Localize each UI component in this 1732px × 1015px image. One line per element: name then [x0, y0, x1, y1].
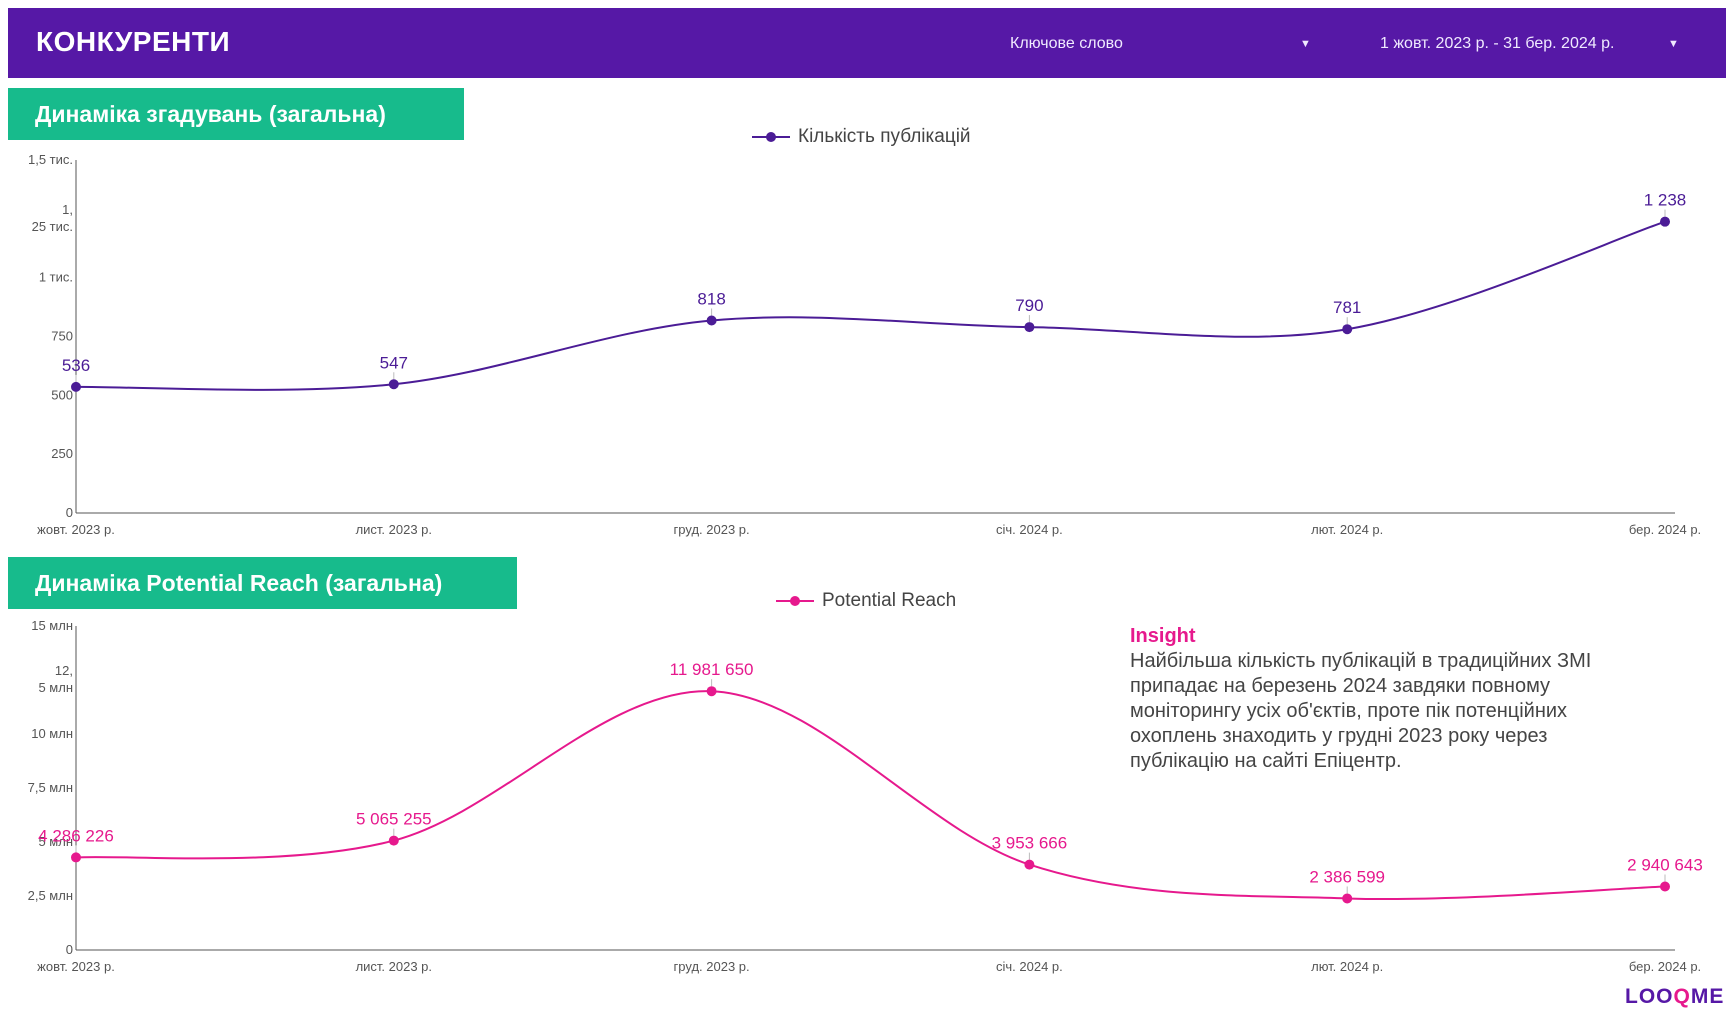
reach-y-tick-label: 5 млн	[38, 834, 73, 849]
legend-label: Кількість публікацій	[798, 126, 971, 147]
mentions-series-line	[75, 220, 1666, 391]
insight-box: Insight Найбільша кількість публікацій в…	[1130, 624, 1650, 774]
mentions-data-label: 1 238	[1644, 191, 1687, 210]
date-range-dropdown[interactable]: 1 жовт. 2023 р. - 31 бер. 2024 р. ▼	[1380, 32, 1680, 56]
reach-y-tick-label: 0	[66, 942, 73, 957]
reach-data-label: 11 981 650	[670, 660, 754, 679]
chevron-down-icon: ▼	[1668, 38, 1679, 50]
mentions-y-tick-label: 250	[51, 446, 73, 461]
mentions-data-point[interactable]	[388, 379, 399, 390]
mentions-x-tick-label: бер. 2024 р.	[1629, 522, 1701, 537]
mentions-x-tick-label: лист. 2023 р.	[356, 522, 432, 537]
date-range-label: 1 жовт. 2023 р. - 31 бер. 2024 р.	[1380, 35, 1615, 52]
keyword-dropdown[interactable]: Ключове слово ▼	[1010, 32, 1311, 56]
reach-data-point[interactable]	[1342, 893, 1353, 904]
mentions-y-tick-label: 0	[66, 505, 73, 520]
chevron-down-icon: ▼	[1300, 38, 1311, 50]
reach-y-tick-label: 12, 5 млн	[38, 663, 73, 695]
mentions-data-label: 547	[380, 353, 408, 372]
mentions-data-point[interactable]	[71, 381, 81, 392]
reach-data-label: 2 940 643	[1627, 855, 1703, 874]
reach-data-label: 5 065 255	[356, 810, 432, 829]
mentions-y-tick-label: 500	[51, 387, 73, 402]
reach-y-tick-label: 10 млн	[31, 726, 73, 741]
mentions-y-tick-label: 1, 25 тис.	[32, 202, 73, 234]
page-title: КОНКУРЕНТИ	[36, 26, 231, 57]
insight-title: Insight	[1130, 625, 1196, 647]
mentions-data-point[interactable]	[1660, 216, 1670, 227]
reach-x-tick-label: жовт. 2023 р.	[37, 959, 115, 974]
reach-y-tick-label: 2,5 млн	[28, 888, 73, 903]
mentions-x-tick-label: жовт. 2023 р.	[37, 522, 115, 537]
reach-data-label: 3 953 666	[992, 834, 1068, 853]
reach-y-tick-label: 15 млн	[31, 618, 73, 633]
mentions-data-label: 790	[1015, 296, 1043, 315]
reach-legend[interactable]: Potential Reach	[776, 590, 956, 612]
reach-data-point[interactable]	[388, 835, 399, 846]
reach-x-tick-label: лист. 2023 р.	[356, 959, 432, 974]
mentions-data-point[interactable]	[1342, 324, 1353, 335]
keyword-dropdown-label: Ключове слово	[1010, 35, 1123, 52]
mentions-legend[interactable]: Кількість публікацій	[752, 126, 971, 148]
mentions-section-title: Динаміка згадувань (загальна)	[8, 88, 464, 140]
mentions-data-label: 818	[697, 289, 725, 308]
reach-data-point[interactable]	[71, 852, 81, 863]
mentions-data-point[interactable]	[706, 315, 717, 326]
mentions-x-tick-label: січ. 2024 р.	[996, 522, 1063, 537]
reach-x-tick-label: бер. 2024 р.	[1629, 959, 1701, 974]
reach-y-tick-label: 7,5 млн	[28, 780, 73, 795]
insight-text: Найбільша кількість публікацій в традиці…	[1130, 650, 1592, 772]
looqme-logo: LOOQME	[1625, 985, 1725, 1008]
reach-data-label: 4 286 226	[38, 826, 114, 845]
legend-line-icon	[752, 132, 790, 142]
reach-x-tick-label: січ. 2024 р.	[996, 959, 1063, 974]
mentions-data-label: 781	[1333, 298, 1361, 317]
reach-series-line	[75, 690, 1666, 901]
reach-x-tick-label: лют. 2024 р.	[1311, 959, 1383, 974]
mentions-data-point[interactable]	[1024, 322, 1035, 333]
reach-data-point[interactable]	[1024, 859, 1035, 870]
legend-label: Potential Reach	[822, 590, 957, 611]
mentions-y-tick-label: 1,5 тис.	[28, 152, 73, 167]
mentions-y-tick-label: 1 тис.	[39, 270, 73, 285]
reach-x-tick-label: груд. 2023 р.	[674, 959, 750, 974]
reach-data-label: 2 386 599	[1309, 867, 1385, 886]
legend-line-icon	[776, 596, 814, 606]
mentions-y-tick-label: 750	[51, 329, 73, 344]
mentions-x-tick-label: груд. 2023 р.	[674, 522, 750, 537]
mentions-x-tick-label: лют. 2024 р.	[1311, 522, 1383, 537]
dashboard-header: КОНКУРЕНТИ Ключове слово ▼ 1 жовт. 2023 …	[8, 8, 1726, 78]
reach-section-title: Динаміка Potential Reach (загальна)	[8, 557, 517, 609]
reach-data-point[interactable]	[1660, 881, 1670, 892]
mentions-data-label: 536	[62, 356, 90, 375]
reach-data-point[interactable]	[706, 686, 717, 697]
